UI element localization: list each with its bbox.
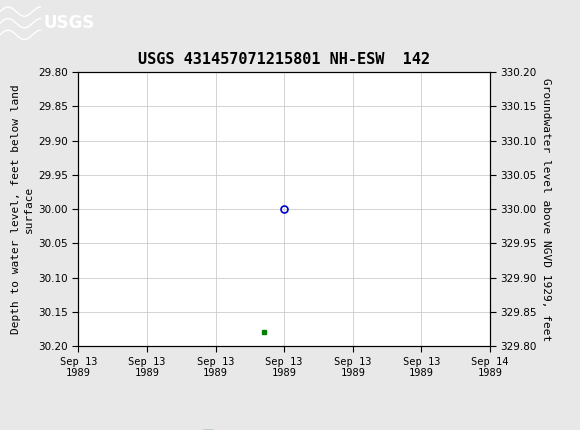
Title: USGS 431457071215801 NH-ESW  142: USGS 431457071215801 NH-ESW 142: [138, 52, 430, 67]
Y-axis label: Groundwater level above NGVD 1929, feet: Groundwater level above NGVD 1929, feet: [541, 77, 551, 341]
Y-axis label: Depth to water level, feet below land
surface: Depth to water level, feet below land su…: [10, 84, 34, 334]
Text: USGS: USGS: [44, 14, 95, 32]
Legend: Period of approved data: Period of approved data: [194, 427, 375, 430]
